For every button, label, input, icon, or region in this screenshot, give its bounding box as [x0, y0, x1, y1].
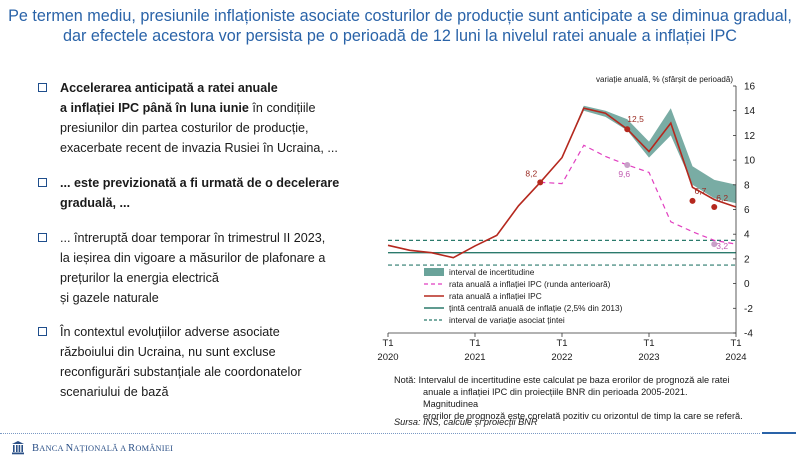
bank-name-part: AȚIONALĂ A	[73, 443, 129, 453]
data-point-marker	[624, 126, 631, 133]
y-tick-label: 6	[744, 205, 750, 216]
bullet-text: graduală, ...	[60, 196, 130, 210]
data-point-marker	[689, 197, 696, 204]
bullet-text: la ieșirea din vigoare a măsurilor de pl…	[60, 251, 326, 265]
note-line: erorilor de prognoză este corelată pozit…	[423, 411, 743, 421]
y-tick-label: 0	[744, 279, 750, 290]
data-label: 8,2	[525, 168, 537, 178]
note-line: anuale a inflației IPC din proiecțiile B…	[423, 387, 688, 409]
bank-name-part: N	[65, 442, 74, 454]
data-label: 6,7	[695, 186, 707, 196]
legend-label: interval de incertitudine	[449, 267, 535, 277]
note-line: Notă: Intervalul de incertitudine este c…	[394, 374, 744, 386]
y-tick-label: 4	[744, 230, 750, 241]
bullet-1: Accelerarea anticipată a ratei anuale a …	[38, 78, 358, 158]
slide-title: Pe termen mediu, presiunile inflaționist…	[0, 6, 800, 46]
bullet-text: Accelerarea anticipată a ratei anuale	[60, 81, 278, 95]
x-tick-year: 2024	[725, 352, 746, 363]
bank-logo: BANCA NAȚIONALĂ A ROMÂNIEI	[10, 440, 173, 456]
bullet-text-regular: în condițiile	[248, 101, 316, 115]
uncertainty-band-area	[540, 105, 736, 204]
bullet-text: ... este previzionată a fi urmată de o d…	[60, 176, 340, 190]
bullet-list: Accelerarea anticipată a ratei anuale a …	[38, 78, 358, 402]
bullet-3: ... întreruptă doar temporar în trimestr…	[38, 228, 358, 308]
chart-note: Notă: Intervalul de incertitudine este c…	[394, 374, 744, 422]
legend-swatch-band	[424, 268, 444, 276]
data-label: 3,2	[716, 241, 728, 251]
square-bullet-icon	[38, 327, 47, 336]
inflation-chart: 9,6 3,2 8,2 12,5 6,7 6,2 variație anuală, % (…	[377, 75, 755, 363]
legend-label: rata anuală a inflației IPC	[449, 291, 542, 301]
chart-axes: variație anuală, % (sfârșit de perioadă)…	[377, 75, 755, 363]
x-tick-year: 2022	[551, 352, 572, 363]
data-point-marker	[537, 179, 544, 186]
y-tick-label: 16	[744, 82, 756, 93]
y-axis-label: variație anuală, % (sfârșit de perioadă)	[596, 75, 733, 84]
bnr-emblem-icon	[12, 441, 24, 455]
x-tick-label: T1	[469, 338, 480, 349]
y-tick-label: 8	[744, 180, 750, 191]
x-tick-label: T1	[382, 338, 393, 349]
data-label: 9,6	[618, 169, 630, 179]
bullet-2: ... este previzionată a fi urmată de o d…	[38, 173, 358, 213]
y-tick-label: 12	[744, 131, 756, 142]
legend-label: țintă centrală anuală de inflație (2,5% …	[449, 303, 623, 313]
bullet-text: prețurilor la energia electrică	[60, 271, 219, 285]
data-point-marker	[711, 241, 718, 248]
bullet-text: războiului din Ucraina, nu sunt excluse	[60, 345, 276, 359]
square-bullet-icon	[38, 178, 47, 187]
legend-label: interval de variație asociat țintei	[449, 315, 565, 325]
bullet-text: presiunilor din partea costurilor de pro…	[60, 121, 309, 135]
x-tick-label: T1	[556, 338, 567, 349]
previous-round-line	[540, 144, 737, 245]
bullet-text: În contextul evoluțiilor adverse asociat…	[60, 325, 280, 339]
bullet-text: și gazele naturale	[60, 291, 159, 305]
bullet-text: exacerbate recent de invazia Rusiei în U…	[60, 141, 338, 155]
bank-name-part: B	[32, 442, 40, 454]
y-tick-label: -4	[744, 329, 753, 340]
slide-title-line-1: Pe termen mediu, presiunile inflaționist…	[8, 7, 792, 25]
y-tick-label: 2	[744, 254, 750, 265]
uncertainty-band	[540, 105, 736, 204]
chart-grid	[388, 239, 736, 266]
x-tick-year: 2020	[377, 352, 398, 363]
x-tick-year: 2023	[638, 352, 659, 363]
x-tick-year: 2021	[464, 352, 485, 363]
data-label: 6,2	[716, 193, 728, 203]
slide-title-line-2: dar efectele acestora vor persista pe o …	[63, 27, 737, 45]
y-tick-label: 10	[744, 156, 756, 167]
chart-series: 9,6 3,2 8,2 12,5 6,7 6,2	[387, 107, 737, 259]
footer-accent-bar	[762, 432, 796, 434]
bullet-text-strong: a inflației IPC până în luna iunie	[60, 101, 249, 115]
bullet-text: reconfigurări substanțiale ale coordonat…	[60, 365, 302, 379]
x-tick-label: T1	[730, 338, 741, 349]
bullet-4: În contextul evoluțiilor adverse asociat…	[38, 322, 358, 402]
bank-name: BANCA NAȚIONALĂ A ROMÂNIEI	[32, 443, 173, 454]
bullet-text: scenariului de bază	[60, 385, 169, 399]
data-point-marker	[711, 204, 718, 211]
x-tick-label: T1	[643, 338, 654, 349]
y-tick-label: -2	[744, 304, 753, 315]
legend-label: rata anuală a inflației IPC (runda anter…	[449, 279, 611, 289]
chart-legend: interval de incertitudine rata anuală a i…	[424, 267, 623, 325]
bullet-text: ... întreruptă doar temporar în trimestr…	[60, 231, 326, 245]
data-point-marker	[624, 162, 631, 169]
square-bullet-icon	[38, 233, 47, 242]
note-prefix: Notă:	[394, 375, 416, 385]
square-bullet-icon	[38, 83, 47, 92]
inflation-line	[387, 107, 737, 259]
data-label: 12,5	[627, 114, 644, 124]
y-tick-label: 14	[744, 106, 756, 117]
bank-name-part: R	[128, 442, 136, 454]
note-text: Intervalul de incertitudine este calcula…	[418, 375, 730, 385]
bank-name-part: OMÂNIEI	[135, 443, 174, 453]
bank-name-part: ANCA	[39, 443, 66, 453]
chart-source: Sursa: INS, calcule și proiecții BNR	[394, 417, 538, 427]
footer-divider	[0, 433, 760, 434]
bullet-text: a inflației IPC până în luna iunie în co…	[60, 98, 358, 118]
